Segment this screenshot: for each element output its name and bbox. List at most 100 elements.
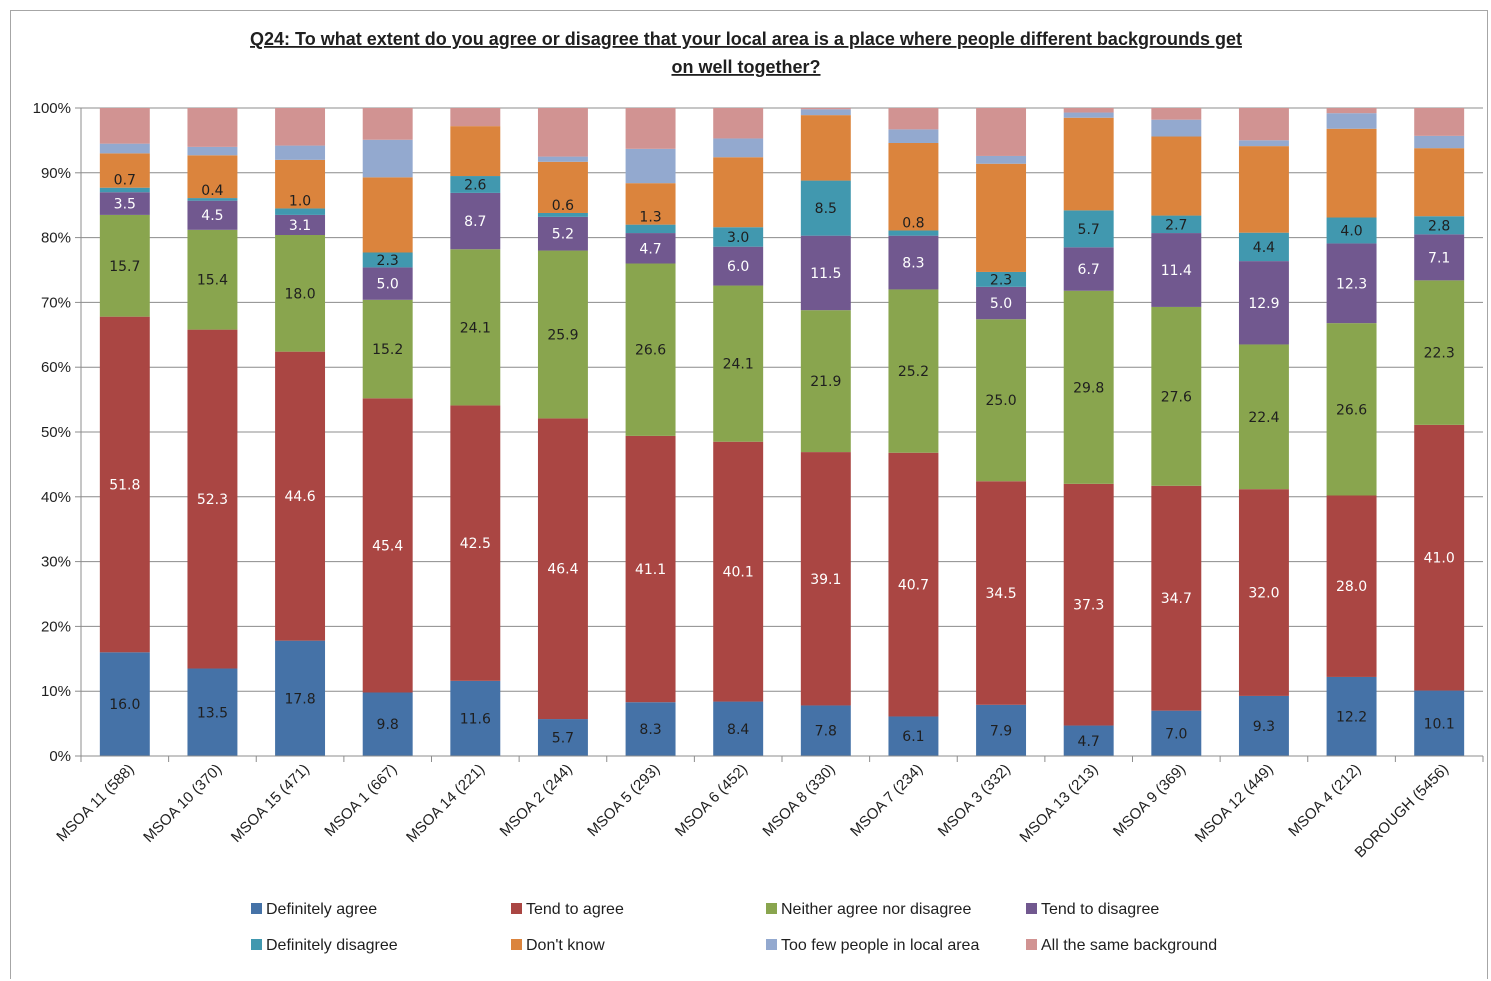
bar-segment xyxy=(362,692,413,756)
data-label: 51.8 xyxy=(109,477,140,493)
legend-entry-label: Too few people in local area xyxy=(781,937,979,954)
bar-segment xyxy=(1326,108,1377,114)
axes xyxy=(80,108,1484,762)
bars xyxy=(99,108,1465,756)
bar-segment xyxy=(800,705,851,756)
bar-segment xyxy=(1063,108,1114,113)
bar-segment xyxy=(976,155,1027,164)
data-label: 6.7 xyxy=(1078,262,1100,278)
x-category-label: MSOA 2 (244) xyxy=(497,761,576,840)
bar-segment xyxy=(187,108,238,147)
legend-swatch xyxy=(1026,903,1037,914)
legend-entry-label: Tend to disagree xyxy=(1041,901,1159,918)
data-label: 8.7 xyxy=(464,214,486,230)
data-label: 13.5 xyxy=(197,705,228,721)
bar-segment xyxy=(713,157,764,228)
data-label: 1.0 xyxy=(289,193,311,209)
data-label: 42.5 xyxy=(460,536,491,552)
data-label: 32.0 xyxy=(1248,586,1279,602)
bar-segment xyxy=(1151,119,1202,137)
data-label: 9.8 xyxy=(377,717,399,733)
data-label: 34.7 xyxy=(1161,591,1192,607)
data-label: 41.0 xyxy=(1424,551,1455,567)
bar-segment xyxy=(275,108,326,146)
bar-segment xyxy=(450,176,501,193)
bar-segment xyxy=(1063,725,1114,756)
data-label: 40.7 xyxy=(898,578,929,594)
bar-segment xyxy=(888,129,939,143)
x-category-label: MSOA 14 (221) xyxy=(403,761,488,846)
data-label: 4.4 xyxy=(1253,240,1275,256)
bar-segment xyxy=(1326,323,1377,496)
bar-segment xyxy=(1063,117,1114,211)
legend-swatch xyxy=(511,939,522,950)
data-label: 24.1 xyxy=(460,320,491,336)
x-category-label: MSOA 12 (449) xyxy=(1192,761,1277,846)
bar-segment xyxy=(888,230,939,236)
x-category-label: MSOA 6 (452) xyxy=(672,761,751,840)
bar-segment xyxy=(450,108,501,127)
bar-segment xyxy=(1238,344,1289,490)
bar-segment xyxy=(888,142,939,231)
y-tick-label: 50% xyxy=(41,424,71,441)
data-label: 41.1 xyxy=(635,562,666,578)
bar-segment xyxy=(1414,280,1465,425)
bar-segment xyxy=(537,719,588,756)
bar-segment xyxy=(362,252,413,268)
bar-segment xyxy=(976,163,1027,272)
bar-segment xyxy=(1238,146,1289,233)
x-category-label: MSOA 13 (213) xyxy=(1016,761,1101,846)
data-label: 0.7 xyxy=(114,173,136,189)
bar-segment xyxy=(99,108,150,144)
x-category-label: MSOA 3 (332) xyxy=(935,761,1014,840)
legend-entry-label: All the same background xyxy=(1041,937,1217,954)
chart-frame: Q24: To what extent do you agree or disa… xyxy=(10,10,1488,979)
data-label: 7.8 xyxy=(815,724,837,740)
data-label: 21.9 xyxy=(810,374,841,390)
bar-segment xyxy=(1326,676,1377,756)
bar-segment xyxy=(625,263,676,436)
bar-segment xyxy=(1326,243,1377,324)
data-label: 5.7 xyxy=(1078,222,1100,238)
bar-segment xyxy=(1063,247,1114,291)
y-tick-label: 10% xyxy=(41,683,71,700)
bar-segment xyxy=(187,668,238,756)
bar-segment xyxy=(187,146,238,156)
bar-segment xyxy=(625,435,676,703)
x-category-label: MSOA 9 (369) xyxy=(1110,761,1189,840)
bar-segment xyxy=(1238,695,1289,756)
bar-segment xyxy=(450,126,501,177)
data-label: 25.9 xyxy=(547,327,578,343)
bar-segment xyxy=(450,405,501,681)
bar-segment xyxy=(976,271,1027,287)
data-label: 5.0 xyxy=(377,277,399,293)
bar-segment xyxy=(625,233,676,264)
data-label: 25.2 xyxy=(898,364,929,380)
bar-segment xyxy=(1063,483,1114,726)
data-label: 15.7 xyxy=(109,259,140,275)
x-axis-category-labels: MSOA 11 (588) MSOA 10 (370) MSOA 15 (471) M… xyxy=(53,761,1452,861)
bar-segment xyxy=(625,183,676,225)
chart-title-line-2: on well together? xyxy=(671,57,820,77)
bar-segment xyxy=(1414,108,1465,136)
data-label: 26.6 xyxy=(635,343,666,359)
bar-segment xyxy=(1238,232,1289,262)
data-label: 45.4 xyxy=(372,538,403,554)
x-category-label: MSOA 7 (234) xyxy=(847,761,926,840)
bar-segment xyxy=(99,143,150,154)
data-label: 15.4 xyxy=(197,273,228,289)
bar-segment xyxy=(625,108,676,149)
bar-segment xyxy=(1414,135,1465,149)
legend-entry-label: Definitely agree xyxy=(266,901,377,918)
bar-segment xyxy=(537,108,588,157)
bar-segment xyxy=(713,246,764,286)
bar-segment xyxy=(99,316,150,653)
data-label: 28.0 xyxy=(1336,579,1367,595)
bar-segment xyxy=(275,145,326,160)
bar-segment xyxy=(713,441,764,702)
x-category-label: MSOA 4 (212) xyxy=(1285,761,1364,840)
data-label: 15.2 xyxy=(372,342,403,358)
bar-segment xyxy=(1151,485,1202,711)
bar-segment xyxy=(362,398,413,693)
data-label: 8.5 xyxy=(815,201,837,217)
